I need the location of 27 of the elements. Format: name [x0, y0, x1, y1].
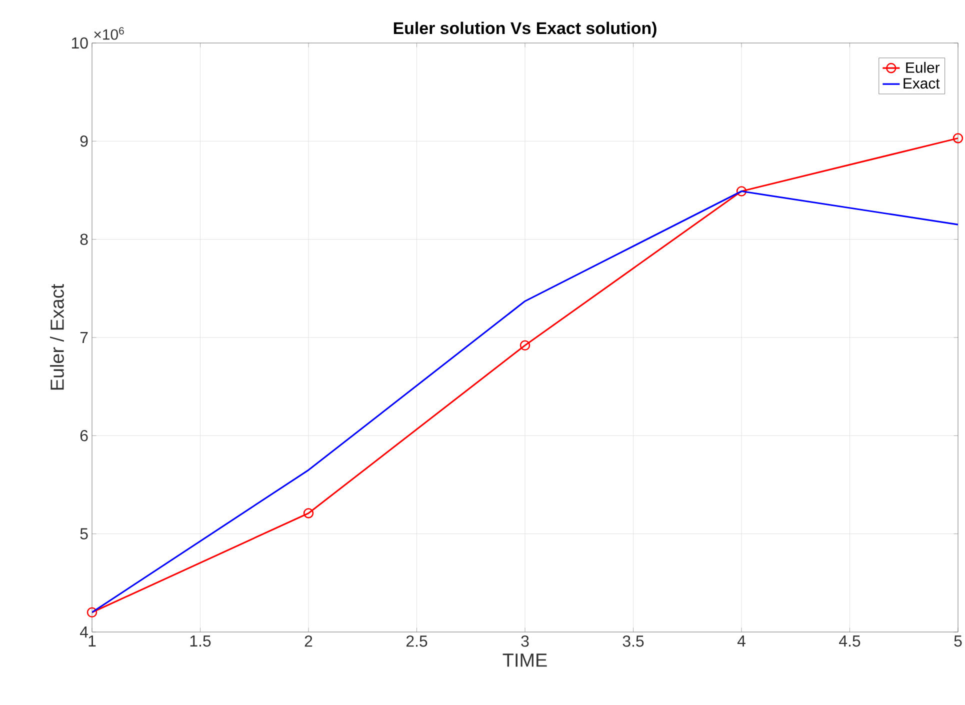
point: [86, 607, 98, 618]
chart-title: Euler solution Vs Exact solution): [394, 22, 656, 38]
point: [520, 340, 530, 350]
point: [736, 186, 747, 196]
y-tick-label: 4: [80, 626, 88, 638]
y-tick-label: 8: [80, 234, 88, 245]
x-tick-label: 4.5: [839, 636, 860, 647]
x-tick-label: 4: [737, 636, 746, 646]
y-tick-label: 6: [80, 430, 88, 442]
y-axis-title: Euler / Exact: [50, 284, 64, 390]
point: [952, 133, 964, 144]
x-tick-label: 5: [954, 636, 962, 647]
x-tick-label: 2: [304, 636, 312, 647]
x-tick-label: 3.5: [622, 636, 644, 647]
legend-label: Euler: [906, 62, 940, 73]
legend-label: Exact: [904, 78, 940, 89]
y-tick-label: 10: [72, 37, 88, 49]
y-tick-label: 5: [80, 528, 88, 540]
text: ×10$^{6}$: [94, 27, 124, 40]
x-tick-label: 3: [521, 636, 529, 647]
x-tick-label: 1.5: [190, 636, 211, 647]
y-tick-label: 7: [80, 332, 88, 343]
point: [303, 508, 314, 518]
x-tick-label: 2.5: [406, 636, 428, 647]
x-axis-title: TIME: [502, 654, 547, 667]
x-tick-label: 1: [88, 636, 96, 646]
y-tick-label: 9: [80, 136, 88, 147]
